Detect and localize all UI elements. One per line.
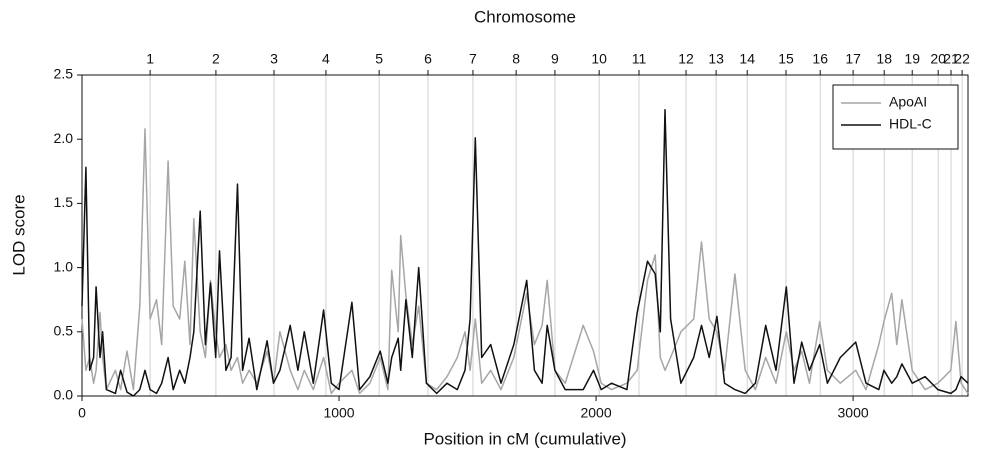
top-tick-label: 16 <box>812 51 828 67</box>
y-tick-label: 0.5 <box>54 323 74 339</box>
top-tick-label: 4 <box>322 51 330 67</box>
series-line <box>81 108 969 397</box>
top-axis-title: Chromosome <box>474 7 576 26</box>
y-tick-label: 0.0 <box>54 387 74 403</box>
top-tick-label: 12 <box>678 51 694 67</box>
y-axis-label: LOD score <box>9 194 28 275</box>
top-tick-label: 14 <box>739 51 755 67</box>
y-tick-label: 1.5 <box>54 194 74 210</box>
top-tick-label: 8 <box>512 51 520 67</box>
top-tick-label: 9 <box>551 51 559 67</box>
top-tick-label: 22 <box>954 51 970 67</box>
legend-label: ApoAI <box>889 94 927 110</box>
top-tick-label: 1 <box>146 51 154 67</box>
series-line <box>81 128 969 395</box>
x-axis-label: Position in cM (cumulative) <box>423 429 626 448</box>
top-tick-label: 18 <box>876 51 892 67</box>
legend-box <box>832 84 959 150</box>
top-tick-label: 19 <box>904 51 920 67</box>
top-tick-label: 3 <box>270 51 278 67</box>
top-tick-label: 13 <box>708 51 724 67</box>
x-tick-label: 0 <box>78 405 86 421</box>
top-tick-label: 2 <box>212 51 220 67</box>
x-tick-label: 2000 <box>580 405 611 421</box>
top-tick-label: 10 <box>591 51 607 67</box>
plot-frame <box>81 74 969 397</box>
legend-label: HDL-C <box>889 116 932 132</box>
top-tick-label: 11 <box>632 51 647 67</box>
top-tick-label: 17 <box>845 51 861 67</box>
top-tick-label: 15 <box>778 51 794 67</box>
top-tick-label: 20 <box>930 51 946 67</box>
x-tick-label: 1000 <box>323 405 354 421</box>
top-tick-label: 6 <box>424 51 432 67</box>
y-tick-label: 1.0 <box>54 258 74 274</box>
y-tick-label: 2.0 <box>54 130 74 146</box>
y-tick-label: 2.5 <box>54 66 74 82</box>
top-tick-label: 21 <box>943 51 959 67</box>
x-tick-label: 3000 <box>838 405 869 421</box>
top-tick-label: 5 <box>375 51 383 67</box>
top-tick-label: 7 <box>469 51 477 67</box>
